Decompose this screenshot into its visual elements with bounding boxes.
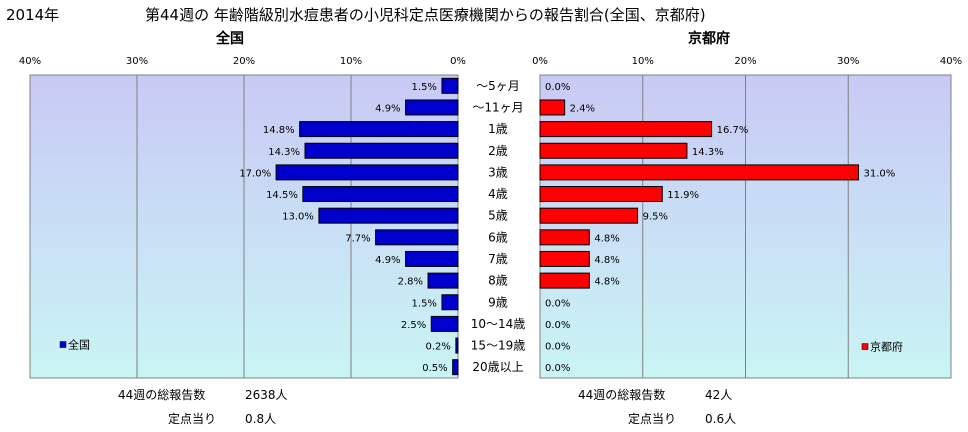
national-data-label: 4.9%	[375, 255, 400, 266]
kyoto-data-label: 4.8%	[594, 255, 619, 266]
kyoto-data-label: 4.8%	[594, 233, 619, 244]
national-bar	[455, 337, 459, 354]
national-bar	[427, 272, 459, 289]
national-bar	[441, 77, 459, 94]
national-data-label: 13.0%	[282, 212, 314, 223]
kyoto-legend-swatch	[861, 343, 869, 350]
kyoto-bar	[539, 272, 590, 289]
category-label: 4歳	[488, 187, 508, 201]
year-label: 2014年	[6, 6, 60, 24]
kyoto-data-label: 0.0%	[545, 298, 570, 309]
national-bar	[299, 121, 459, 138]
kyoto-bar	[539, 99, 566, 116]
national-data-label: 17.0%	[239, 168, 271, 179]
national-bar	[302, 186, 459, 203]
kyoto-total-label: 44週の総報告数	[578, 388, 666, 402]
kyoto-bar	[539, 229, 590, 246]
national-per-value: 0.8人	[245, 412, 277, 426]
national-bar	[304, 142, 459, 159]
kyoto-total-value: 42人	[705, 388, 733, 402]
national-data-label: 0.2%	[425, 342, 450, 353]
kyoto-bar	[539, 207, 639, 224]
category-label: 7歳	[488, 252, 508, 266]
kyoto-per-label: 定点当り	[628, 412, 677, 426]
kyoto-data-label: 0.0%	[545, 363, 570, 374]
kyoto-data-label: 2.4%	[570, 103, 595, 114]
national-bar	[430, 315, 459, 332]
national-bar	[452, 359, 459, 376]
category-label: 10～14歳	[471, 317, 526, 331]
kyoto-data-label: 4.8%	[594, 277, 619, 288]
kyoto-data-label: 11.9%	[667, 190, 699, 201]
national-data-label: 1.5%	[412, 298, 437, 309]
kyoto-tick-label: 10%	[632, 56, 654, 67]
kyoto-data-label: 9.5%	[643, 212, 668, 223]
national-bar	[441, 294, 459, 311]
national-per-label: 定点当り	[168, 412, 217, 426]
kyoto-data-label: 31.0%	[864, 168, 896, 179]
national-data-label: 14.3%	[268, 147, 300, 158]
national-legend-label: 全国	[68, 338, 90, 352]
national-tick-label: 0%	[450, 56, 466, 67]
national-tick-label: 30%	[126, 56, 148, 67]
category-label: 15～19歳	[471, 339, 526, 353]
kyoto-tick-label: 20%	[734, 56, 756, 67]
kyoto-bar	[539, 164, 860, 181]
national-total-value: 2638人	[245, 388, 288, 402]
category-label: ～11ヶ月	[472, 100, 523, 114]
kyoto-data-label: 14.3%	[692, 147, 724, 158]
national-data-label: 7.7%	[345, 233, 370, 244]
national-data-label: 4.9%	[375, 103, 400, 114]
kyoto-data-label: 0.0%	[545, 342, 570, 353]
national-total-label: 44週の総報告数	[118, 388, 206, 402]
national-tick-label: 10%	[340, 56, 362, 67]
national-legend-swatch	[59, 341, 67, 348]
national-bar	[318, 207, 459, 224]
category-label: 2歳	[488, 144, 508, 158]
national-bar	[405, 250, 459, 267]
kyoto-tick-label: 40%	[940, 56, 962, 67]
kyoto-bar	[539, 250, 590, 267]
national-data-label: 14.5%	[266, 190, 298, 201]
category-label: ～5ヶ月	[476, 79, 520, 93]
kyoto-data-label: 0.0%	[545, 82, 570, 93]
national-tick-label: 20%	[233, 56, 255, 67]
category-label: 3歳	[488, 165, 508, 179]
category-label: 6歳	[488, 230, 508, 244]
national-data-label: 2.5%	[401, 320, 426, 331]
national-data-label: 1.5%	[412, 82, 437, 93]
kyoto-bar	[539, 186, 663, 203]
national-panel-title: 全国	[216, 31, 244, 47]
kyoto-panel-title: 京都府	[688, 31, 730, 47]
kyoto-bar	[539, 142, 688, 159]
category-label: 20歳以上	[472, 360, 523, 374]
national-bar	[275, 164, 459, 181]
national-data-label: 2.8%	[398, 277, 423, 288]
national-tick-label: 40%	[19, 56, 41, 67]
kyoto-per-value: 0.6人	[705, 412, 737, 426]
category-label: 8歳	[488, 274, 508, 288]
kyoto-tick-label: 30%	[837, 56, 859, 67]
national-data-label: 14.8%	[263, 125, 295, 136]
category-label: 9歳	[488, 295, 508, 309]
category-label: 5歳	[488, 209, 508, 223]
kyoto-bar	[539, 121, 713, 138]
national-bar	[375, 229, 459, 246]
national-bar	[405, 99, 459, 116]
kyoto-data-label: 16.7%	[717, 125, 749, 136]
chart-title: 第44週の 年齢階級別水痘患者の小児科定点医療機関からの報告割合(全国、京都府)	[145, 6, 706, 24]
kyoto-data-label: 0.0%	[545, 320, 570, 331]
category-label: 1歳	[488, 122, 508, 136]
kyoto-legend-label: 京都府	[870, 340, 903, 354]
national-data-label: 0.5%	[422, 363, 447, 374]
kyoto-tick-label: 0%	[532, 56, 548, 67]
